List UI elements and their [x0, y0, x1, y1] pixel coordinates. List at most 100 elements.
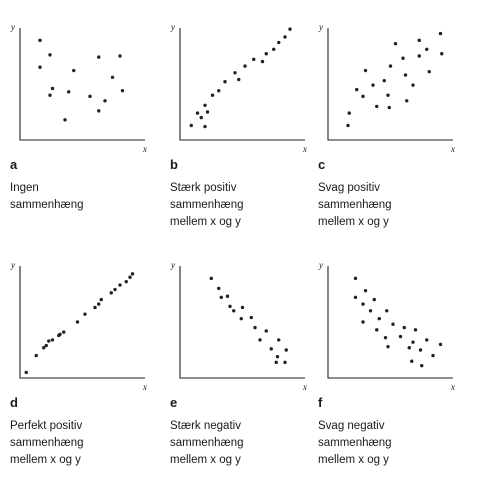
panel-letter: e: [170, 395, 178, 410]
data-point: [48, 93, 52, 97]
panel-d: y x d Perfekt positiv sammenhæng mellem x og …: [10, 258, 160, 498]
scatter-plot-b: yx: [170, 22, 307, 154]
data-point: [272, 47, 276, 51]
data-point: [407, 346, 411, 350]
data-point: [405, 99, 409, 103]
panel-b: y x b Stærk positiv sammenhæng mellem x og y: [170, 20, 320, 260]
y-axis-label: y: [10, 22, 15, 32]
data-point: [217, 286, 221, 291]
data-point: [228, 304, 232, 309]
data-point: [355, 87, 359, 92]
data-point: [277, 338, 281, 342]
data-point: [249, 315, 253, 320]
scatter-plot-a: yx: [10, 22, 147, 154]
panel-letter: b: [170, 157, 178, 172]
data-point: [195, 111, 200, 115]
data-point: [217, 89, 221, 93]
x-axis-label: x: [302, 382, 307, 392]
data-point: [48, 53, 52, 57]
scatter-plot-e: yx: [170, 260, 307, 392]
description-line: mellem x og y: [170, 216, 241, 228]
data-point: [99, 297, 103, 302]
data-point: [24, 370, 28, 375]
data-point: [283, 35, 287, 39]
data-point: [124, 279, 128, 284]
data-point: [97, 302, 101, 306]
data-point: [63, 118, 67, 122]
data-point: [252, 57, 256, 62]
data-point: [375, 328, 379, 332]
data-point: [438, 31, 443, 36]
panel-f: y x f Svag negativ sammenhæng mellem x og y: [318, 258, 468, 498]
panel-c: y x c Svag positiv sammenhæng mellem x og y: [318, 20, 468, 260]
data-point: [209, 276, 213, 281]
x-axis-label: x: [142, 382, 147, 392]
data-point: [269, 347, 273, 351]
description-line: Svag negativ: [318, 420, 385, 432]
data-point: [223, 80, 227, 84]
x-axis-label: x: [450, 382, 455, 392]
data-point: [38, 65, 42, 69]
data-point: [417, 54, 421, 58]
data-point: [411, 83, 415, 87]
panel-letter: a: [10, 157, 18, 172]
data-point: [274, 360, 278, 365]
panel-letter: c: [318, 157, 326, 172]
data-point: [34, 353, 38, 358]
description-line: mellem x og y: [318, 216, 389, 228]
data-point: [363, 288, 368, 293]
data-point: [383, 335, 388, 340]
description-line: sammenhæng: [10, 437, 84, 449]
axes-lines: [179, 28, 305, 141]
panel-letter: d: [10, 395, 18, 410]
data-point: [93, 305, 97, 310]
panel-description: Svag negativ sammenhæng mellem x og y: [318, 418, 458, 469]
data-point: [210, 93, 215, 97]
data-point: [361, 302, 365, 306]
data-point: [83, 312, 87, 316]
axes-lines: [327, 266, 453, 379]
data-point: [427, 69, 431, 74]
scatter-plot-d: yx: [10, 260, 147, 392]
data-point: [393, 41, 398, 46]
data-point: [75, 320, 80, 324]
data-point: [109, 291, 113, 295]
data-point: [243, 64, 247, 68]
data-point: [128, 275, 132, 279]
description-line: sammenhæng: [318, 437, 392, 449]
data-point: [368, 309, 373, 313]
data-point: [103, 99, 107, 103]
data-point: [199, 115, 203, 120]
data-point: [385, 309, 389, 313]
scatter-plot-f: yx: [318, 260, 455, 392]
data-point: [386, 93, 390, 97]
data-point: [347, 111, 351, 115]
data-point: [353, 295, 358, 300]
data-point: [353, 276, 358, 281]
data-point: [118, 283, 122, 287]
data-point: [203, 124, 207, 129]
data-point: [284, 348, 288, 352]
data-point: [386, 344, 390, 349]
data-point: [403, 73, 408, 77]
data-point: [440, 52, 444, 56]
panel-description: Stærk positiv sammenhæng mellem x og y: [170, 180, 310, 231]
axes-lines: [179, 266, 305, 379]
data-point: [50, 86, 55, 91]
y-axis-label: y: [170, 22, 175, 32]
data-point: [363, 68, 368, 73]
panel-letter: f: [318, 395, 323, 410]
data-point: [88, 94, 92, 99]
axes-lines: [19, 28, 145, 141]
scatter-plot-c: yx: [318, 22, 455, 154]
data-point: [233, 71, 237, 75]
data-point: [387, 105, 391, 110]
data-point: [410, 359, 414, 363]
data-point: [205, 110, 210, 114]
x-axis-label: x: [302, 144, 307, 154]
data-point: [401, 56, 405, 60]
data-point: [425, 338, 429, 342]
data-point: [346, 123, 350, 128]
description-line: mellem x og y: [170, 454, 241, 466]
data-point: [62, 330, 66, 334]
